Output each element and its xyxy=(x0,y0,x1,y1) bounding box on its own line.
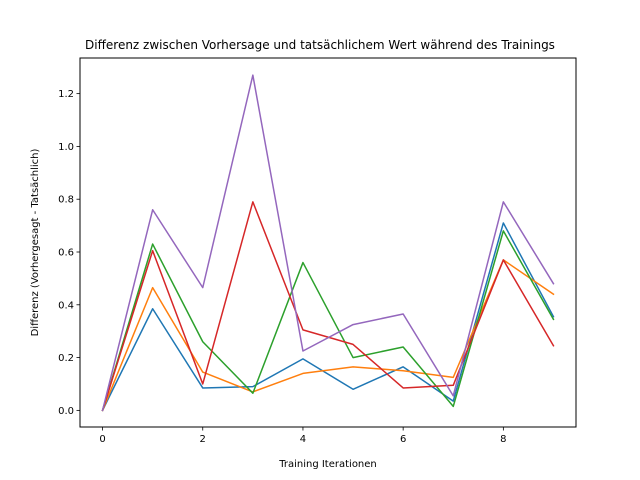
chart-title: Differenz zwischen Vorhersage und tatsäc… xyxy=(85,38,555,52)
y-tick-label: 1.0 xyxy=(58,142,74,153)
x-tick-label: 0 xyxy=(99,434,105,445)
x-tick-label: 6 xyxy=(400,434,406,445)
series-line-1 xyxy=(101,222,555,412)
y-tick-label: 0.6 xyxy=(58,248,74,259)
series-line-3 xyxy=(101,230,555,412)
y-tick-label: 0.0 xyxy=(58,406,74,417)
x-tick-label: 8 xyxy=(500,434,506,445)
x-axis-label: Training Iterationen xyxy=(278,459,377,470)
y-tick-label: 0.8 xyxy=(58,195,74,206)
y-tick-label: 0.4 xyxy=(58,300,74,311)
y-axis-label: Differenz (Vorhergesagt - Tatsächlich) xyxy=(30,148,41,336)
x-tick-label: 4 xyxy=(300,434,306,445)
y-tick-label: 1.2 xyxy=(58,89,74,100)
plot-frame xyxy=(79,57,577,428)
y-tick-label: 0.2 xyxy=(58,353,74,364)
x-tick-label: 2 xyxy=(200,434,206,445)
series-line-5 xyxy=(101,74,555,412)
plot-area: 0 2 4 6 8 0.0 0.2 0.4 0.6 0.8 1.0 1.2 xyxy=(58,74,555,445)
